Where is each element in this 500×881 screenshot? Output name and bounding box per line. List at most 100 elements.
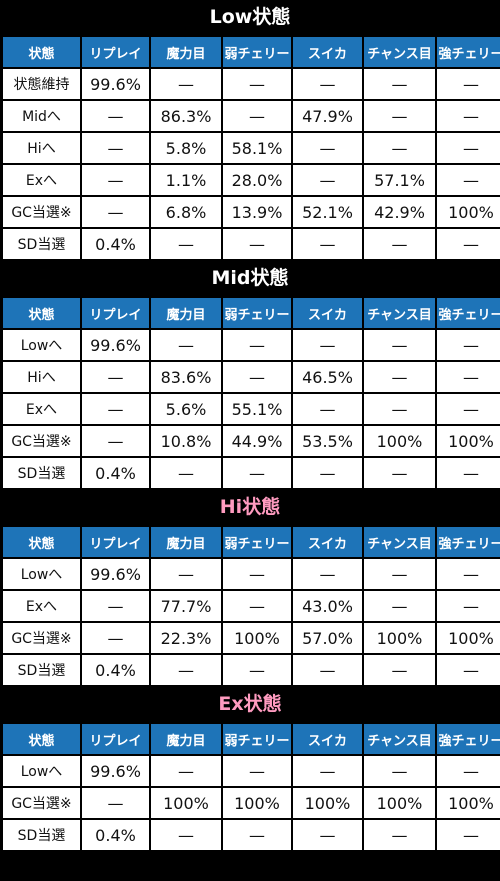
column-header: 魔力目 [151,298,221,328]
table-cell: 42.9% [364,197,435,227]
column-header: スイカ [293,298,362,328]
table-cell: — [82,165,149,195]
table-cell: 57.1% [364,165,435,195]
table-cell: 100% [223,623,291,653]
table-cell: — [437,820,500,850]
table-cell: — [223,820,291,850]
row-label: Lowへ [3,559,80,589]
column-header: チャンス目 [364,724,435,754]
table-cell: — [151,229,221,259]
table-cell: 100% [364,623,435,653]
table-cell: — [82,133,149,163]
table-cell: — [437,756,500,786]
table-cell: — [293,820,362,850]
probability-table: 状態 リプレイ 魔力目 弱チェリー スイカ チャンス目 強チェリー Lowへ 99.6% — — — —… [0,722,500,852]
table-cell: — [82,788,149,818]
table-cell: — [293,655,362,685]
table-cell: — [82,197,149,227]
column-header: 魔力目 [151,37,221,67]
column-header: 強チェリー [437,298,500,328]
table-cell: — [151,820,221,850]
table-cell: 100% [293,788,362,818]
table-cell: 99.6% [82,69,149,99]
table-cell: 99.6% [82,559,149,589]
table-cell: — [293,133,362,163]
column-header: 強チェリー [437,37,500,67]
table-cell: — [437,394,500,424]
column-header: 強チェリー [437,527,500,557]
table-cell: — [293,165,362,195]
table-cell: — [364,101,435,131]
section-title: Ex状態 [0,687,500,722]
table-cell: 100% [151,788,221,818]
column-header: 状態 [3,298,80,328]
table-cell: — [364,591,435,621]
table-cell: — [151,69,221,99]
table-cell: — [293,559,362,589]
table-cell: — [364,655,435,685]
table-cell: — [437,165,500,195]
state-section: Ex状態 状態 リプレイ 魔力目 弱チェリー スイカ チャンス目 強チェリー Lowへ 99.6%… [0,687,500,852]
table-cell: 86.3% [151,101,221,131]
column-header: スイカ [293,724,362,754]
row-label: 状態維持 [3,69,80,99]
table-cell: — [293,229,362,259]
row-label: SD当選 [3,655,80,685]
table-cell: — [223,69,291,99]
column-header: 状態 [3,527,80,557]
table-cell: — [437,101,500,131]
table-cell: 100% [364,788,435,818]
table-cell: 100% [437,788,500,818]
column-header: リプレイ [82,298,149,328]
row-label: Hiへ [3,362,80,392]
table-cell: — [364,330,435,360]
table-cell: — [437,330,500,360]
table-cell: — [223,756,291,786]
column-header: 弱チェリー [223,724,291,754]
row-label: GC当選※ [3,788,80,818]
table-cell: — [151,330,221,360]
table-cell: 28.0% [223,165,291,195]
column-header: 弱チェリー [223,37,291,67]
table-cell: — [151,559,221,589]
table-cell: — [293,756,362,786]
state-section: Hi状態 状態 リプレイ 魔力目 弱チェリー スイカ チャンス目 強チェリー Lowへ 99.6%… [0,490,500,687]
table-cell: 46.5% [293,362,362,392]
column-header: チャンス目 [364,37,435,67]
table-cell: — [437,591,500,621]
table-cell: — [364,458,435,488]
table-cell: 5.6% [151,394,221,424]
table-cell: — [223,458,291,488]
table-cell: — [82,362,149,392]
table-cell: — [364,229,435,259]
table-cell: — [364,362,435,392]
table-cell: — [437,458,500,488]
table-cell: — [82,591,149,621]
probability-table: 状態 リプレイ 魔力目 弱チェリー スイカ チャンス目 強チェリー 状態維持 99.6% — — — —… [0,35,500,261]
table-cell: 57.0% [293,623,362,653]
table-cell: 53.5% [293,426,362,456]
table-cell: — [223,559,291,589]
table-cell: 47.9% [293,101,362,131]
table-cell: — [223,591,291,621]
column-header: 状態 [3,724,80,754]
column-header: 状態 [3,37,80,67]
column-header: リプレイ [82,527,149,557]
probability-table: 状態 リプレイ 魔力目 弱チェリー スイカ チャンス目 強チェリー Lowへ 99.6% — — — —… [0,525,500,687]
row-label: GC当選※ [3,426,80,456]
table-cell: 100% [364,426,435,456]
table-cell: 13.9% [223,197,291,227]
table-cell: — [223,330,291,360]
table-cell: — [223,362,291,392]
column-header: リプレイ [82,37,149,67]
table-cell: 0.4% [82,820,149,850]
table-cell: — [364,133,435,163]
table-cell: 0.4% [82,458,149,488]
row-label: SD当選 [3,229,80,259]
table-cell: — [364,69,435,99]
section-title: Mid状態 [0,261,500,296]
table-cell: 100% [223,788,291,818]
column-header: チャンス目 [364,527,435,557]
table-cell: — [293,330,362,360]
row-label: GC当選※ [3,197,80,227]
